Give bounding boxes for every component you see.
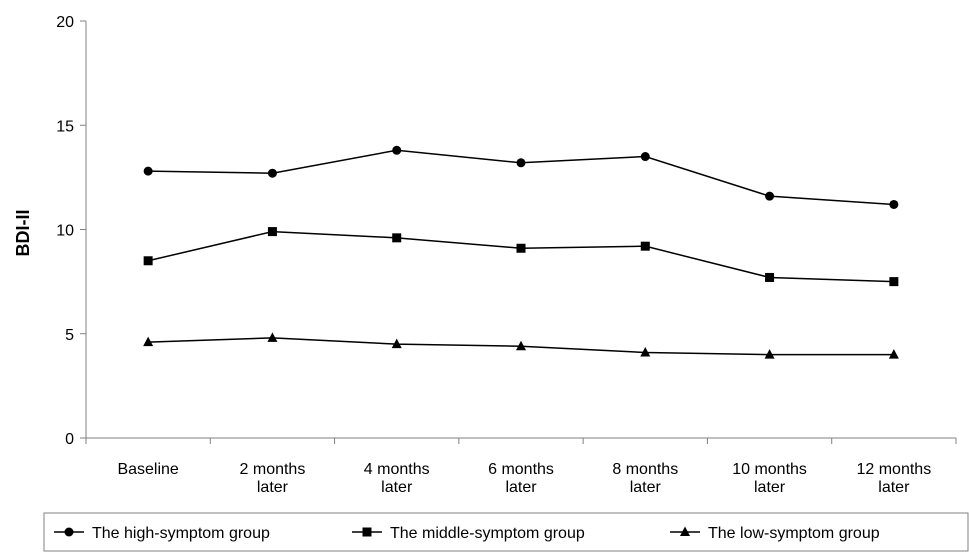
data-point-triangle [516, 340, 526, 351]
data-point-square [143, 256, 153, 266]
data-point-circle [516, 158, 526, 168]
y-axis-label: BDI-II [13, 210, 33, 257]
data-point-triangle [888, 349, 899, 359]
legend-item: The middle-symptom group [352, 525, 585, 542]
y-tick-label: 15 [56, 118, 74, 135]
x-tick-label: 4 months later [364, 461, 430, 496]
data-point-circle [640, 152, 650, 162]
y-tick-label: 20 [56, 14, 74, 31]
x-tick-label: 8 months later [612, 461, 678, 496]
legend-item: The low-symptom group [670, 525, 880, 542]
data-point-circle [765, 191, 775, 201]
x-tick-label: 2 months later [240, 461, 306, 496]
legend-label: The middle-symptom group [390, 525, 585, 542]
data-point-square [889, 277, 899, 287]
data-point-circle [889, 199, 899, 209]
legend-marker-square [362, 527, 372, 537]
data-point-square [640, 241, 650, 251]
y-axis-ticks: 0 5 10 15 20 [56, 14, 86, 448]
legend-item: The high-symptom group [54, 525, 270, 542]
y-tick-label: 5 [65, 327, 74, 344]
series-line [147, 230, 894, 283]
series-circle [143, 145, 899, 209]
y-tick-label: 10 [56, 223, 74, 240]
data-point-triangle [143, 336, 154, 347]
data-point-square [392, 233, 402, 243]
x-axis-ticks: Baseline 2 months later 4 months later 6 mont… [85, 438, 957, 496]
legend: The high-symptom group The middle-symptom… [43, 512, 969, 552]
legend-marker-circle [64, 527, 74, 537]
data-point-triangle [640, 347, 651, 357]
series-square [143, 227, 899, 287]
series-layer [143, 145, 899, 359]
data-point-circle [143, 166, 153, 176]
x-tick-label: 10 months later [732, 461, 807, 496]
axes [85, 21, 956, 439]
data-point-triangle [764, 349, 775, 359]
series-triangle [143, 332, 899, 359]
legend-label: The high-symptom group [92, 525, 270, 542]
legend-label: The low-symptom group [708, 525, 880, 542]
y-tick-label: 0 [65, 431, 74, 448]
data-point-circle [392, 145, 402, 155]
legend-marker-triangle [680, 526, 690, 536]
data-point-triangle [267, 332, 278, 342]
data-point-circle [267, 168, 277, 178]
data-point-square [267, 227, 277, 237]
data-point-square [765, 272, 775, 282]
x-tick-label: 6 months later [488, 461, 554, 496]
data-point-triangle [391, 338, 402, 349]
x-tick-label: 12 months later [856, 461, 931, 496]
x-tick-label: Baseline [117, 461, 178, 478]
data-point-square [516, 243, 526, 253]
legend-box [43, 512, 969, 552]
